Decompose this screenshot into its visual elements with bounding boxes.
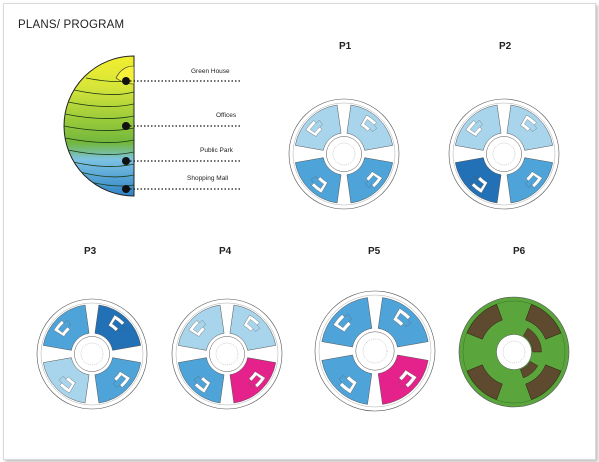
plan-wing [42, 304, 90, 351]
plan-wing [321, 297, 373, 348]
plan-core [80, 342, 104, 366]
legend-green-house: Green House [191, 68, 230, 75]
plan-wing [525, 304, 562, 340]
plan-courtyard [74, 336, 110, 372]
plan-inner-ring [292, 102, 396, 206]
plan-wing [177, 357, 225, 404]
plan-wing [506, 157, 554, 204]
plan-inner-ring [452, 102, 556, 206]
plan-courtyard [486, 136, 522, 172]
plan-p3 [36, 298, 148, 410]
legend-public-park: Public Park [200, 147, 233, 154]
public-park-dot [122, 157, 130, 165]
plan-wing [321, 354, 373, 405]
plan-core [362, 338, 388, 364]
plan-wing [177, 304, 225, 351]
plan-label-p4: P4 [219, 246, 232, 257]
plan-wing [506, 104, 554, 151]
plan-wing [454, 104, 502, 151]
plan-wing [525, 364, 562, 400]
plan-wing [454, 157, 502, 204]
plan-inner-ring [318, 294, 432, 408]
plan-label-p2: P2 [499, 41, 512, 52]
plan-wing [294, 157, 342, 204]
program-leaders [122, 77, 240, 193]
plan-wing [94, 304, 142, 351]
plan-wing [94, 357, 142, 404]
plan-inner-ring [40, 302, 144, 406]
plan-courtyard [496, 334, 532, 370]
green-house-dot [122, 77, 130, 85]
plan-wing [294, 104, 342, 151]
plan-wing [466, 364, 503, 400]
plan-label-p1: P1 [339, 41, 352, 52]
offices-dot [122, 122, 130, 130]
page-title: PLANS/ PROGRAM [18, 19, 125, 31]
plan-p2 [448, 98, 560, 210]
plan-p6 [458, 296, 570, 408]
plan-wing [346, 104, 394, 151]
plan-core [492, 142, 516, 166]
plan-wing [466, 304, 503, 340]
plan-p5 [314, 290, 436, 412]
plan-wing [377, 297, 429, 348]
program-sheet: PLANS/ PROGRAM [3, 3, 596, 460]
plan-label-p6: P6 [513, 246, 526, 257]
plan-courtyard [209, 336, 245, 372]
plan-wing [229, 357, 277, 404]
plan-wing [346, 157, 394, 204]
plan-p4 [171, 298, 283, 410]
plan-wing [377, 354, 429, 405]
plan-label-p3: P3 [84, 246, 97, 257]
plan-inner-ring [175, 302, 279, 406]
plan-courtyard [355, 331, 395, 371]
plan-core [502, 340, 526, 364]
plan-inner-ring [462, 300, 566, 404]
legend-offices: Offices [216, 112, 237, 119]
plan-courtyard [326, 136, 362, 172]
plan-wing [42, 357, 90, 404]
legend-shopping-mall: Shopping Mall [187, 175, 229, 182]
plan-core [215, 342, 239, 366]
plan-p1 [288, 98, 400, 210]
plan-core [332, 142, 356, 166]
plan-label-p5: P5 [368, 246, 381, 257]
shopping-mall-dot [122, 185, 130, 193]
plan-wing [229, 304, 277, 351]
